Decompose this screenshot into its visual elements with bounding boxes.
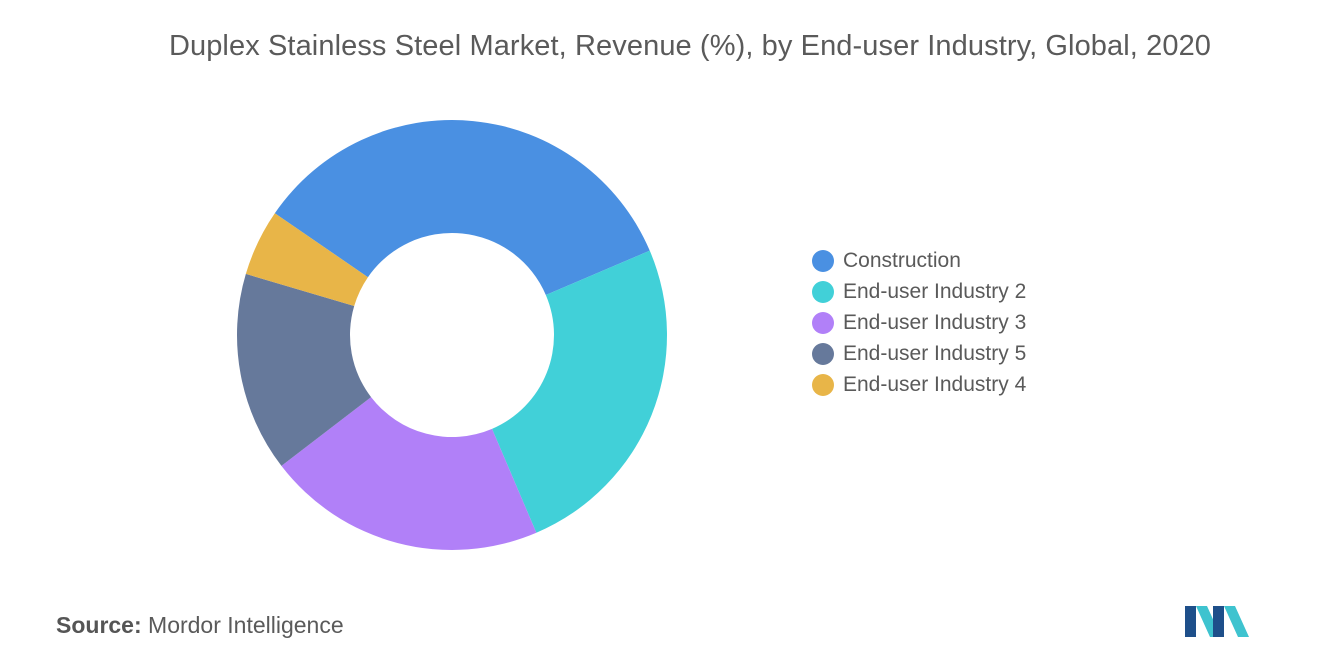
legend-item-end-user-industry-2[interactable]: End-user Industry 2 bbox=[812, 276, 1026, 307]
donut-slice-end-user-industry-4[interactable] bbox=[245, 213, 368, 307]
donut-slice-end-user-industry-2[interactable] bbox=[492, 250, 667, 533]
legend-swatch bbox=[812, 249, 834, 272]
legend-label: Construction bbox=[843, 248, 961, 272]
legend-swatch bbox=[812, 342, 834, 365]
legend-swatch bbox=[812, 311, 834, 334]
legend-label: End-user Industry 5 bbox=[843, 341, 1027, 365]
legend-item-end-user-industry-5[interactable]: End-user Industry 5 bbox=[812, 338, 1026, 369]
legend-item-end-user-industry-3[interactable]: End-user Industry 3 bbox=[812, 307, 1026, 338]
legend-label: End-user Industry 4 bbox=[843, 372, 1027, 396]
legend-swatch bbox=[812, 280, 834, 303]
mordor-intelligence-logo-icon bbox=[1185, 606, 1249, 637]
source-label: Source: bbox=[56, 612, 142, 638]
legend-item-construction[interactable]: Construction bbox=[812, 245, 1026, 276]
source-text: Mordor Intelligence bbox=[148, 612, 344, 638]
legend-item-end-user-industry-4[interactable]: End-user Industry 4 bbox=[812, 369, 1026, 400]
source-note: Source: Mordor Intelligence bbox=[56, 612, 344, 639]
donut-slice-end-user-industry-5[interactable] bbox=[237, 273, 372, 466]
donut-slice-construction[interactable] bbox=[274, 120, 650, 295]
legend-swatch bbox=[812, 373, 834, 396]
legend-label: End-user Industry 2 bbox=[843, 279, 1027, 303]
donut-chart bbox=[237, 120, 667, 550]
chart-title: Duplex Stainless Steel Market, Revenue (… bbox=[168, 30, 1212, 62]
legend-label: End-user Industry 3 bbox=[843, 310, 1027, 334]
chart-legend: Construction End-user Industry 2 End-use… bbox=[812, 245, 1026, 400]
donut-slice-end-user-industry-3[interactable] bbox=[281, 397, 537, 550]
